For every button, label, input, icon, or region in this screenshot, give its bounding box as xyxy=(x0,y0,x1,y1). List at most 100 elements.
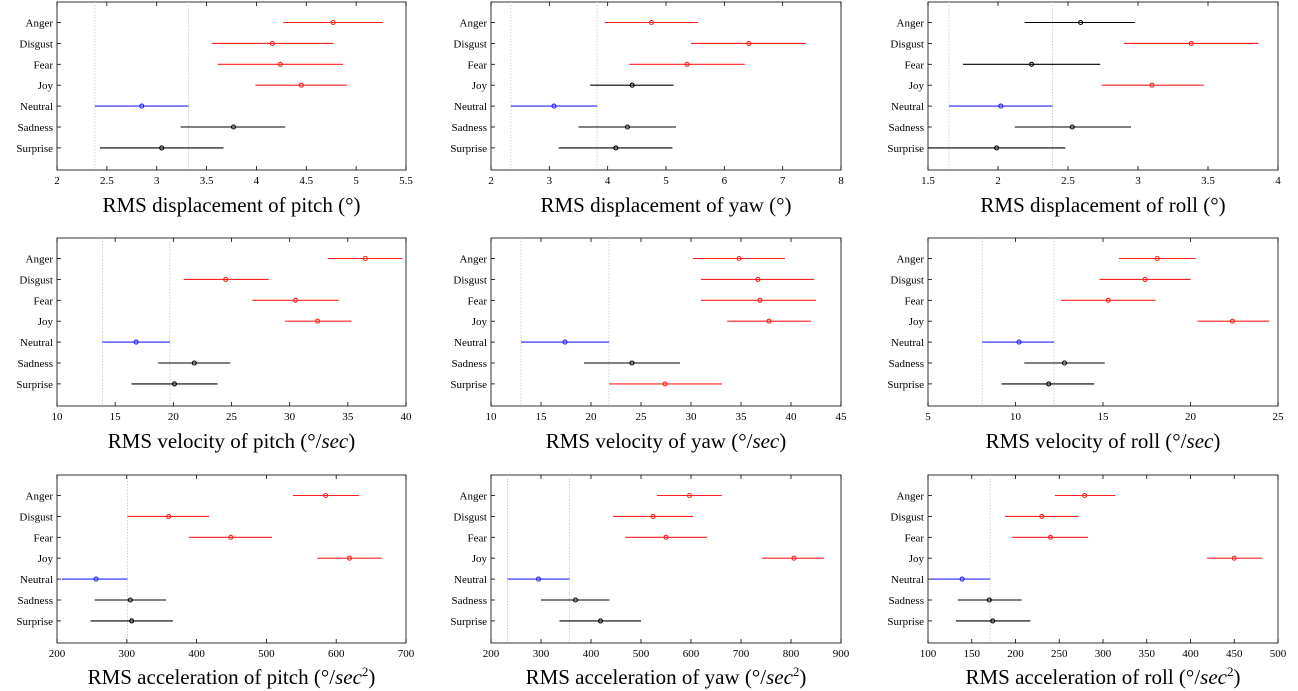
category-label: Fear xyxy=(33,295,53,307)
mean-marker xyxy=(662,381,668,387)
axes-frame xyxy=(490,474,842,644)
x-tick-label: 200 xyxy=(483,648,500,660)
mean-marker xyxy=(277,61,283,67)
x-tick-label: 450 xyxy=(1226,648,1243,660)
x-axis-label-unit: sec xyxy=(752,429,780,453)
x-tick-label: 4 xyxy=(605,175,611,187)
x-axis-label-exponent: 2 xyxy=(361,664,369,679)
x-tick-label: 500 xyxy=(1270,648,1287,660)
x-tick-label: 1.5 xyxy=(921,175,935,187)
x-tick-label: 35 xyxy=(736,411,748,423)
x-tick-label: 500 xyxy=(258,648,275,660)
mean-marker xyxy=(1069,124,1075,130)
mean-marker xyxy=(1105,297,1111,303)
x-axis-label-exponent: 2 xyxy=(792,664,800,679)
category-label: Anger xyxy=(26,18,54,30)
mean-marker xyxy=(129,618,135,624)
category-label: Neutral xyxy=(20,337,53,349)
x-axis-label-close: ) xyxy=(779,429,787,453)
x-axis-label-text: RMS acceleration of pitch (°/ xyxy=(87,665,336,689)
x-tick-label: 15 xyxy=(536,411,548,423)
x-tick-label: 45 xyxy=(836,411,848,423)
category-label: Disgust xyxy=(19,274,53,286)
x-tick-label: 350 xyxy=(1139,648,1156,660)
category-label: Disgust xyxy=(890,511,924,523)
mean-marker xyxy=(139,103,145,109)
category-label: Sadness xyxy=(18,595,53,607)
x-tick-label: 4 xyxy=(254,175,260,187)
mean-marker xyxy=(572,597,579,603)
x-tick-label: 10 xyxy=(486,411,498,423)
x-tick-label: 20 xyxy=(586,411,598,423)
mean-marker xyxy=(746,40,752,46)
x-tick-label: 200 xyxy=(1007,648,1024,660)
category-label: Joy xyxy=(38,316,54,328)
category-label: Fear xyxy=(904,295,924,307)
mean-marker xyxy=(990,618,996,624)
category-label: Sadness xyxy=(889,122,924,134)
mean-marker xyxy=(1047,534,1054,540)
mean-marker xyxy=(230,124,237,130)
category-label: Anger xyxy=(26,491,54,503)
mean-marker xyxy=(757,297,763,303)
category-label: Anger xyxy=(26,254,54,266)
mean-marker xyxy=(298,82,304,88)
x-tick-label: 30 xyxy=(284,411,296,423)
mean-marker xyxy=(551,103,557,109)
category-label: Joy xyxy=(38,80,54,92)
mean-marker xyxy=(1046,381,1052,387)
mean-marker xyxy=(613,145,619,151)
x-tick-label: 2.5 xyxy=(1061,175,1075,187)
category-label: Disgust xyxy=(453,274,487,286)
x-tick-label: 10 xyxy=(52,411,64,423)
category-label: Surprise xyxy=(16,143,53,155)
x-tick-label: 30 xyxy=(686,411,698,423)
x-tick-label: 150 xyxy=(964,648,981,660)
x-axis-label: RMS velocity of pitch (°/sec) xyxy=(0,429,466,454)
category-label: Neutral xyxy=(454,101,487,113)
x-tick-label: 400 xyxy=(1182,648,1199,660)
x-tick-label: 40 xyxy=(401,411,413,423)
x-axis-label: RMS displacement of yaw (°) xyxy=(431,193,901,218)
mean-marker xyxy=(159,145,165,151)
x-tick-label: 700 xyxy=(398,648,415,660)
x-tick-label: 25 xyxy=(1273,411,1285,423)
mean-marker xyxy=(597,618,604,624)
mean-marker xyxy=(1078,19,1084,26)
mean-marker xyxy=(1149,82,1155,88)
x-tick-label: 5.5 xyxy=(399,175,413,187)
axes-frame xyxy=(490,237,842,407)
x-tick-label: 35 xyxy=(342,411,354,423)
x-tick-label: 15 xyxy=(1098,411,1110,423)
category-label: Surprise xyxy=(887,143,924,155)
x-tick-label: 5 xyxy=(663,175,669,187)
category-label: Joy xyxy=(472,553,488,565)
mean-marker xyxy=(1016,339,1022,345)
x-axis-label-close: ) xyxy=(368,665,376,689)
category-label: Neutral xyxy=(891,574,924,586)
mean-marker xyxy=(1229,318,1236,324)
mean-marker xyxy=(998,103,1004,109)
x-tick-label: 900 xyxy=(833,648,850,660)
x-tick-label: 2 xyxy=(488,175,494,187)
x-axis-label-text: RMS displacement of roll (°) xyxy=(980,193,1226,217)
x-tick-label: 300 xyxy=(533,648,550,660)
category-label: Sadness xyxy=(18,122,53,134)
category-label: Neutral xyxy=(454,337,487,349)
mean-marker xyxy=(330,19,336,26)
x-axis-label-text: RMS acceleration of yaw (°/ xyxy=(525,665,767,689)
mean-marker xyxy=(346,555,353,561)
mean-marker xyxy=(191,360,197,366)
x-axis-label-unit: sec xyxy=(1200,665,1227,689)
category-label: Disgust xyxy=(19,511,53,523)
x-tick-label: 600 xyxy=(683,648,700,660)
x-tick-label: 4 xyxy=(1275,175,1281,187)
x-tick-label: 300 xyxy=(119,648,136,660)
mean-marker xyxy=(93,576,99,582)
x-axis-label: RMS displacement of pitch (°) xyxy=(0,193,466,218)
mean-marker xyxy=(624,124,631,130)
mean-marker xyxy=(315,318,321,324)
